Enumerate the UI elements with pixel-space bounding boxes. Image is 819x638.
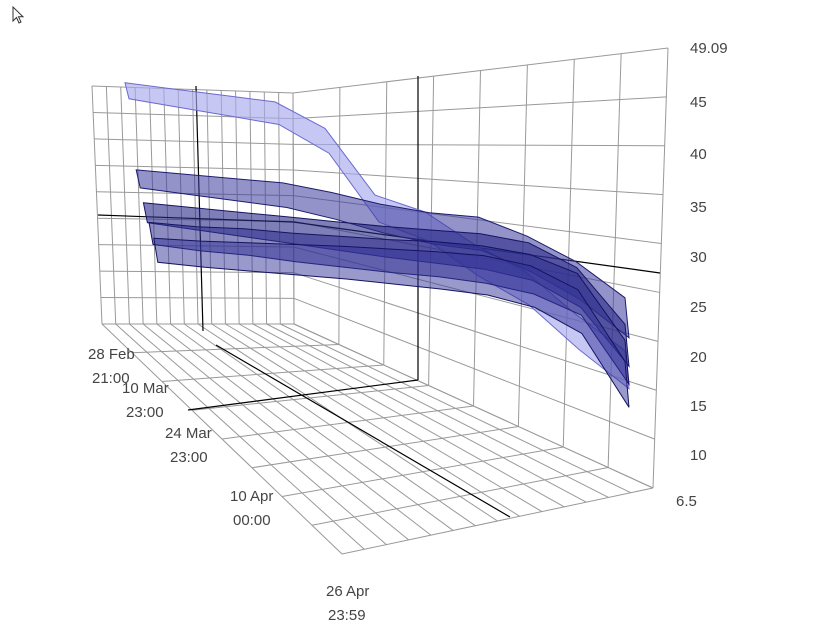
- value-tick-label: 25: [690, 299, 707, 316]
- value-axis-labels: 49.09 45 40 35 30 25 20 15 10 6.5: [676, 40, 728, 510]
- floor-grid-line: [115, 323, 365, 550]
- back-grid-line: [94, 138, 294, 145]
- time-tick-label: 23:59: [328, 607, 366, 624]
- time-tick-label: 23:00: [170, 449, 208, 466]
- floor-grid-line: [142, 323, 409, 541]
- back-grid-line: [95, 164, 294, 171]
- floor-grid-line: [101, 323, 343, 555]
- back-grid-line: [100, 297, 294, 299]
- time-tick-label: 21:00: [92, 370, 130, 387]
- date-tick-label: 10 Apr: [230, 488, 273, 505]
- value-tick-label: 30: [690, 249, 707, 266]
- floor-grid-line: [129, 323, 387, 545]
- axis-line: [187, 379, 419, 411]
- date-tick-label: 26 Apr: [326, 583, 369, 600]
- date-tick-label: 10 Mar: [122, 380, 169, 397]
- floor-grid-line: [184, 323, 476, 527]
- series-layer[interactable]: [124, 82, 630, 408]
- floor-grid-line: [252, 323, 587, 503]
- value-tick-label: 20: [690, 349, 707, 366]
- back-grid-line: [249, 91, 254, 325]
- value-tick-label: 15: [690, 398, 707, 415]
- right-grid-line: [652, 47, 669, 489]
- value-tick-label: 45: [690, 94, 707, 111]
- back-grid-line: [235, 90, 240, 325]
- back-grid-line: [91, 85, 294, 94]
- back-grid-line: [278, 92, 281, 325]
- time-tick-label: 00:00: [233, 512, 271, 529]
- floor-grid-line: [156, 323, 432, 536]
- value-tick-label: 35: [690, 199, 707, 216]
- series-surface-1[interactable]: [124, 82, 630, 390]
- axis-line: [215, 344, 511, 518]
- floor-grid-line: [280, 323, 632, 494]
- date-tick-label: 28 Feb: [88, 346, 135, 363]
- value-tick-label: 49.09: [690, 40, 728, 57]
- right-grid-line: [607, 53, 622, 468]
- back-grid-line: [134, 87, 144, 325]
- series-surface-5[interactable]: [153, 237, 630, 408]
- back-grid-line: [192, 89, 199, 325]
- back-grid-line: [120, 86, 130, 325]
- back-grid-line: [105, 86, 117, 325]
- mouse-cursor-icon: [12, 6, 25, 24]
- floor-grid-line: [170, 323, 454, 531]
- right-grid-line: [562, 59, 575, 448]
- floor-grid-line: [293, 323, 654, 489]
- back-grid-line: [206, 89, 213, 325]
- floor-grid-line: [225, 323, 543, 513]
- back-grid-line: [220, 90, 226, 325]
- floor-grid-line: [266, 323, 609, 498]
- back-grid-line: [263, 91, 268, 325]
- date-tick-label: 24 Mar: [165, 425, 212, 442]
- value-tick-label: 10: [690, 447, 707, 464]
- time-tick-label: 23:00: [126, 404, 164, 421]
- back-grid-line: [91, 85, 103, 325]
- value-tick-label: 40: [690, 146, 707, 163]
- value-tick-label: 6.5: [676, 493, 697, 510]
- floor-grid-line: [211, 323, 520, 517]
- floor-grid-line: [238, 323, 565, 508]
